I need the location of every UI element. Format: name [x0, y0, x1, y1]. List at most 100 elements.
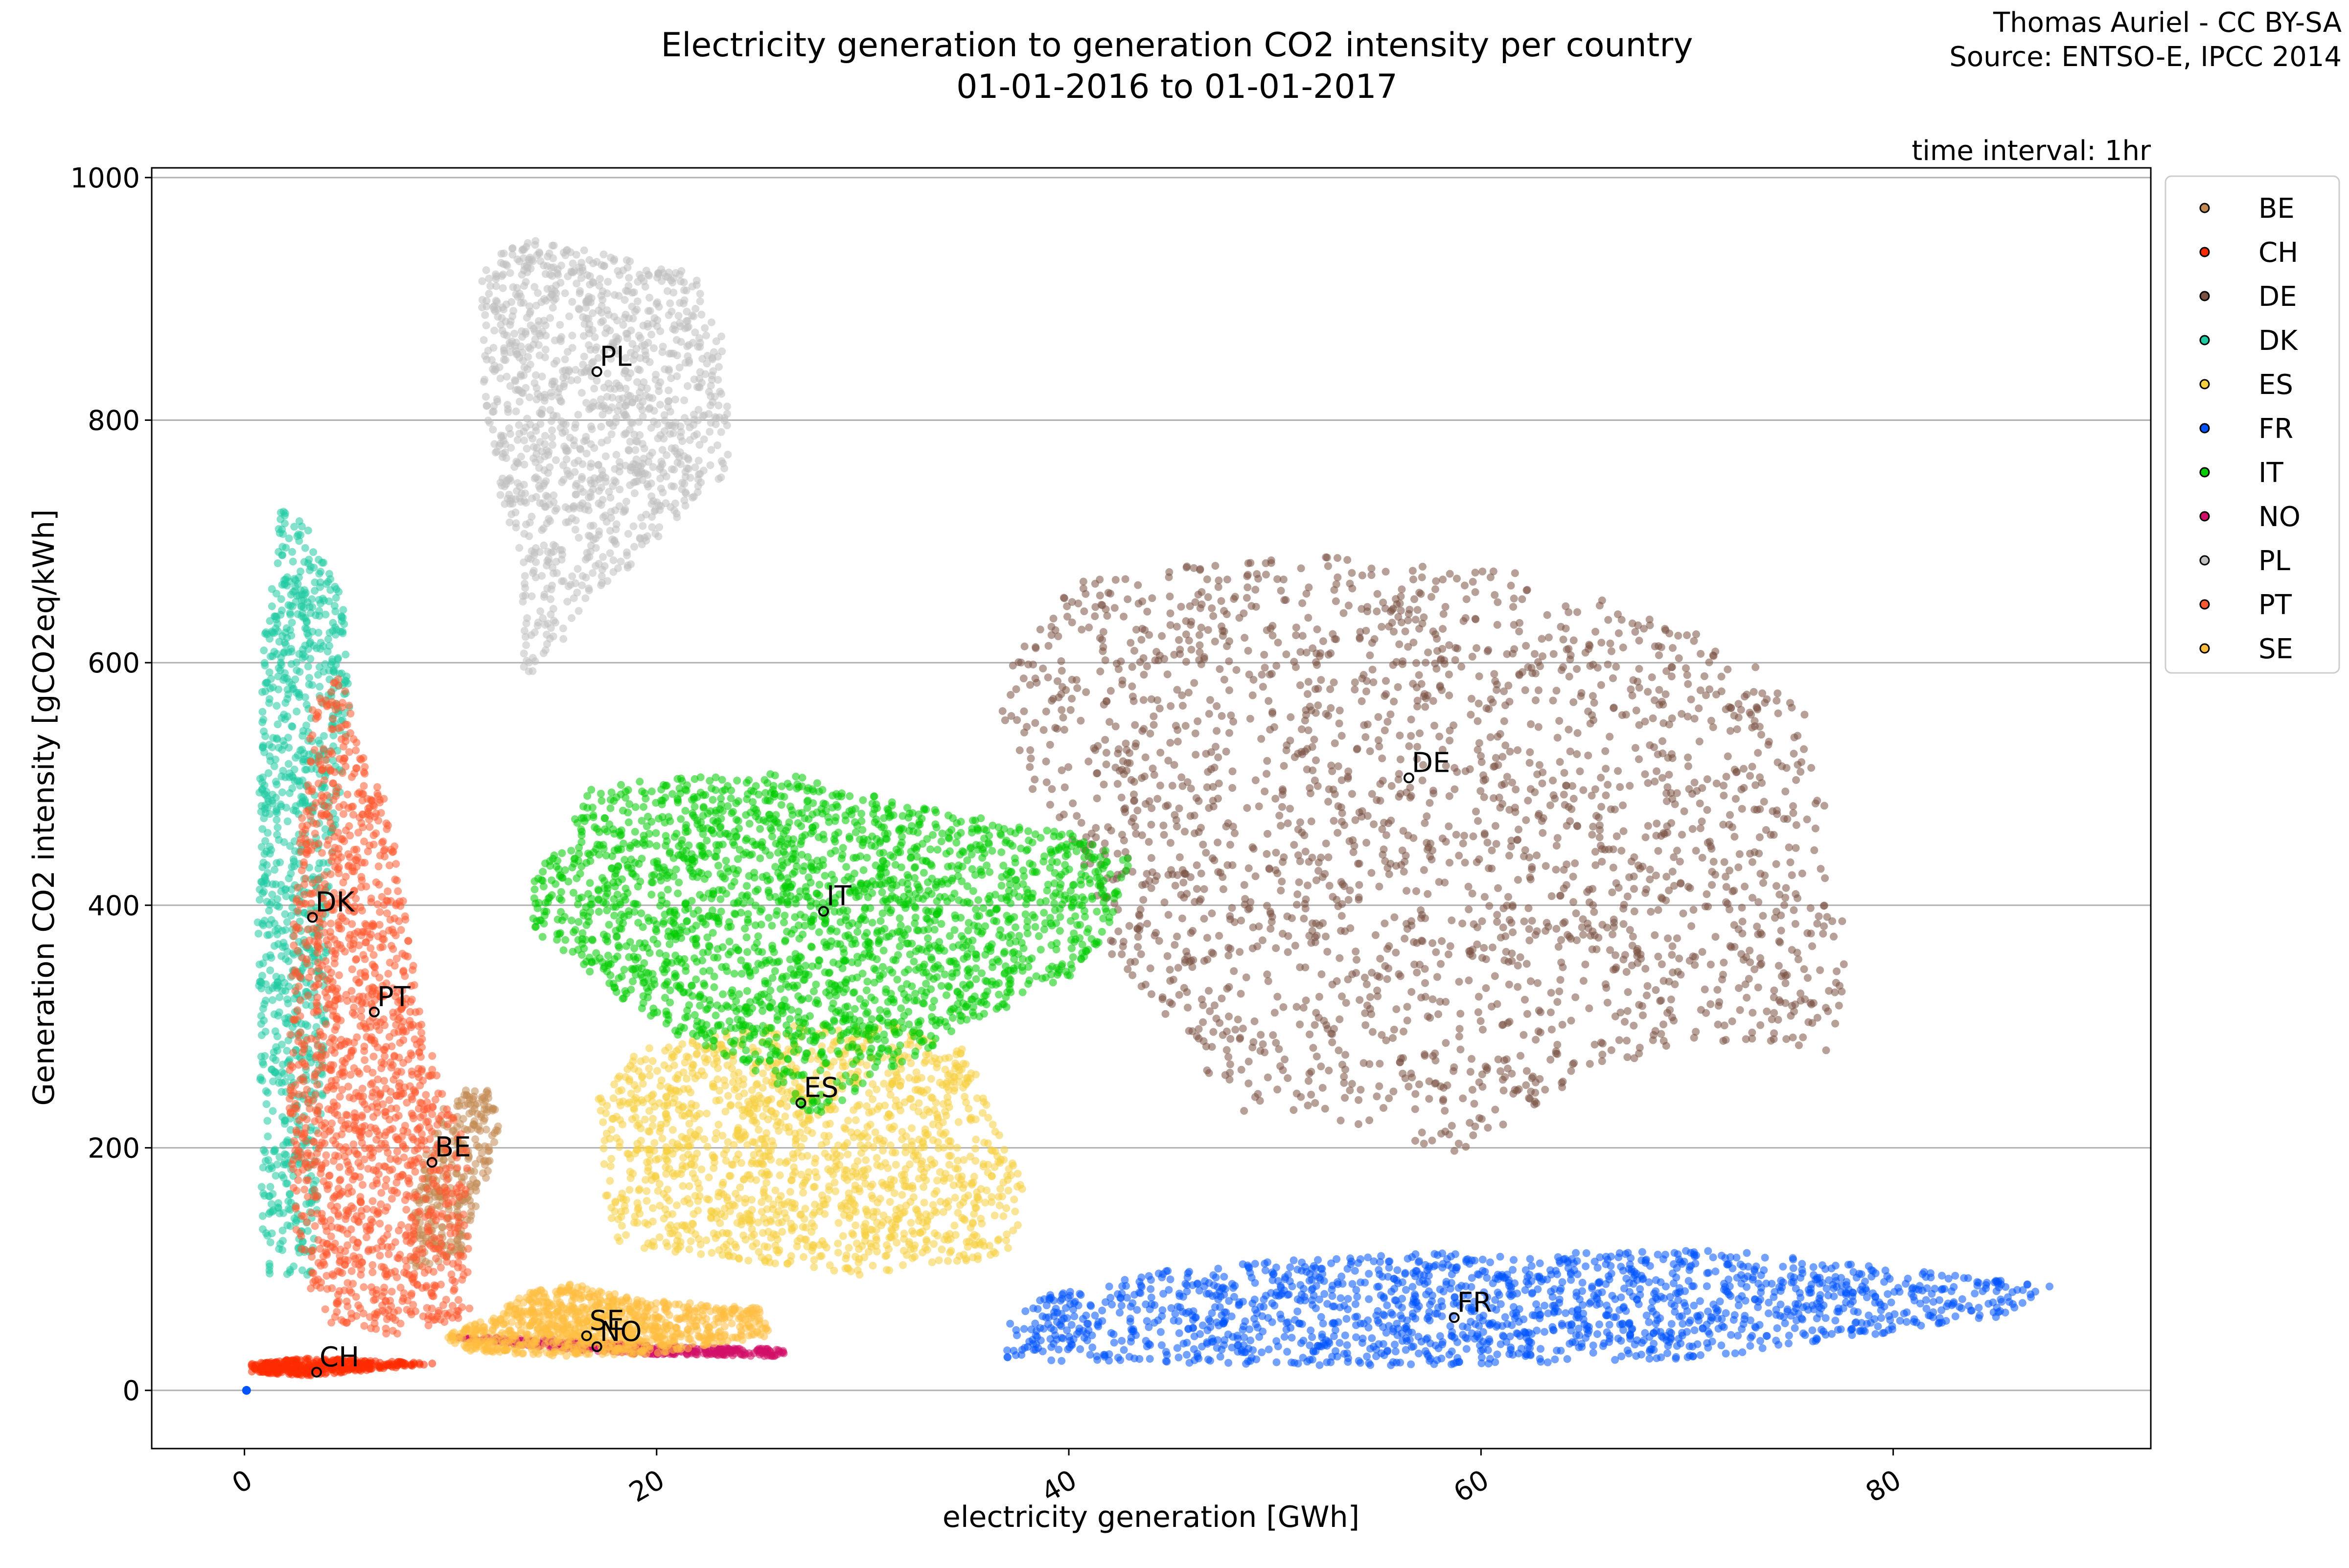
scatter-point-DE: [1576, 767, 1584, 775]
scatter-point-DE: [1295, 878, 1303, 886]
scatter-point-DE: [1229, 767, 1237, 775]
scatter-point-DE: [1273, 575, 1281, 583]
scatter-point-DK: [300, 604, 308, 612]
scatter-point-DK: [269, 880, 276, 888]
scatter-point-DE: [1793, 821, 1800, 829]
scatter-point-DE: [1470, 832, 1477, 840]
scatter-point-DE: [1624, 988, 1632, 996]
scatter-point-DE: [1193, 861, 1201, 869]
scatter-point-DE: [1658, 894, 1665, 901]
scatter-point-DE: [1252, 873, 1260, 880]
scatter-point-DE: [1520, 918, 1528, 925]
scatter-point-DE: [1258, 671, 1266, 679]
scatter-point-DE: [1797, 997, 1805, 1005]
scatter-point-DE: [1481, 830, 1489, 837]
scatter-point-DE: [1604, 781, 1612, 789]
scatter-point-ES: [750, 1231, 758, 1239]
scatter-point-DE: [1219, 1031, 1227, 1039]
scatter-point-DE: [1567, 1017, 1575, 1025]
scatter-point-DE: [1560, 636, 1567, 644]
scatter-point-ES: [664, 1157, 671, 1165]
scatter-point-DE: [1580, 977, 1588, 985]
scatter-point-DE: [1597, 681, 1605, 689]
scatter-point-DE: [1604, 999, 1612, 1007]
scatter-point-DE: [1655, 651, 1663, 659]
scatter-point-DE: [1245, 864, 1253, 872]
scatter-point-DE: [1683, 631, 1691, 639]
scatter-point-DE: [1653, 767, 1660, 775]
scatter-point-DK: [265, 699, 273, 707]
scatter-point-ES: [705, 1174, 713, 1181]
scatter-point-DK: [274, 627, 282, 635]
scatter-point-ES: [618, 1086, 625, 1094]
scatter-point-ES: [929, 1136, 937, 1144]
scatter-point-DE: [1518, 595, 1526, 603]
scatter-point-DE: [1646, 622, 1654, 629]
scatter-point-DE: [1775, 996, 1783, 1004]
scatter-point-DE: [1714, 1021, 1722, 1029]
scatter-point-DE: [1545, 634, 1553, 642]
scatter-point-ES: [927, 1093, 935, 1101]
scatter-point-DE: [1655, 686, 1663, 694]
scatter-point-DE: [1838, 988, 1846, 995]
scatter-point-DE: [1412, 659, 1420, 667]
scatter-point-DE: [1314, 867, 1322, 875]
scatter-point-DE: [1252, 776, 1260, 784]
scatter-point-ES: [738, 1217, 746, 1225]
scatter-point-DE: [1505, 981, 1513, 989]
scatter-point-DE: [1418, 911, 1426, 919]
scatter-point-DK: [257, 1012, 265, 1020]
scatter-point-DE: [1221, 676, 1228, 684]
scatter-point-DE: [1371, 635, 1379, 643]
scatter-point-DK: [290, 1263, 298, 1270]
scatter-point-ES: [740, 1089, 748, 1097]
scatter-point-ES: [873, 1236, 880, 1244]
scatter-point-DE: [1213, 702, 1221, 710]
scatter-point-DE: [1570, 795, 1578, 803]
scatter-point-DE: [1524, 904, 1532, 912]
scatter-point-DK: [286, 611, 294, 619]
scatter-point-DE: [1119, 676, 1127, 684]
scatter-point-DE: [1499, 923, 1507, 931]
scatter-point-DE: [1266, 864, 1273, 872]
scatter-point-DE: [1282, 596, 1290, 604]
scatter-point-DK: [293, 708, 300, 715]
scatter-point-DE: [1790, 750, 1798, 758]
scatter-point-DE: [1533, 927, 1541, 935]
scatter-point-DE: [1713, 986, 1721, 994]
scatter-point-DE: [1520, 1031, 1527, 1039]
scatter-point-DK: [259, 1059, 267, 1066]
scatter-point-DE: [1415, 625, 1423, 633]
scatter-point-ES: [606, 1177, 614, 1185]
scatter-point-ES: [881, 1159, 889, 1167]
scatter-point-DE: [1795, 955, 1802, 963]
scatter-point-DK: [259, 715, 267, 723]
scatter-point-DE: [1770, 1029, 1778, 1037]
scatter-point-DK: [271, 866, 278, 874]
scatter-point-DE: [1514, 876, 1522, 884]
scatter-point-DE: [1324, 798, 1332, 806]
scatter-point-DE: [1138, 774, 1146, 782]
scatter-point-DE: [1598, 1057, 1606, 1065]
scatter-point-DE: [1373, 987, 1381, 994]
scatter-point-DE: [1183, 563, 1191, 571]
scatter-point-DE: [1099, 643, 1107, 651]
scatter-point-DE: [1614, 767, 1622, 775]
scatter-point-DE: [1792, 844, 1800, 852]
scatter-point-DE: [1789, 809, 1797, 817]
scatter-point-ES: [962, 1061, 970, 1068]
scatter-point-DE: [1566, 673, 1573, 681]
scatter-point-DE: [1272, 1039, 1280, 1047]
scatter-point-DE: [1432, 665, 1440, 673]
scatter-point-DE: [1146, 730, 1154, 738]
scatter-point-DE: [1581, 961, 1589, 968]
scatter-point-DE: [1439, 834, 1447, 842]
scatter-point-DE: [1197, 604, 1204, 612]
scatter-point-ES: [631, 1150, 639, 1157]
scatter-point-DK: [284, 817, 292, 825]
scatter-point-DE: [1284, 948, 1292, 956]
scatter-point-DE: [1246, 904, 1254, 912]
scatter-point-ES: [595, 1095, 602, 1103]
scatter-point-DE: [1305, 583, 1313, 591]
scatter-point-DK: [258, 920, 266, 927]
